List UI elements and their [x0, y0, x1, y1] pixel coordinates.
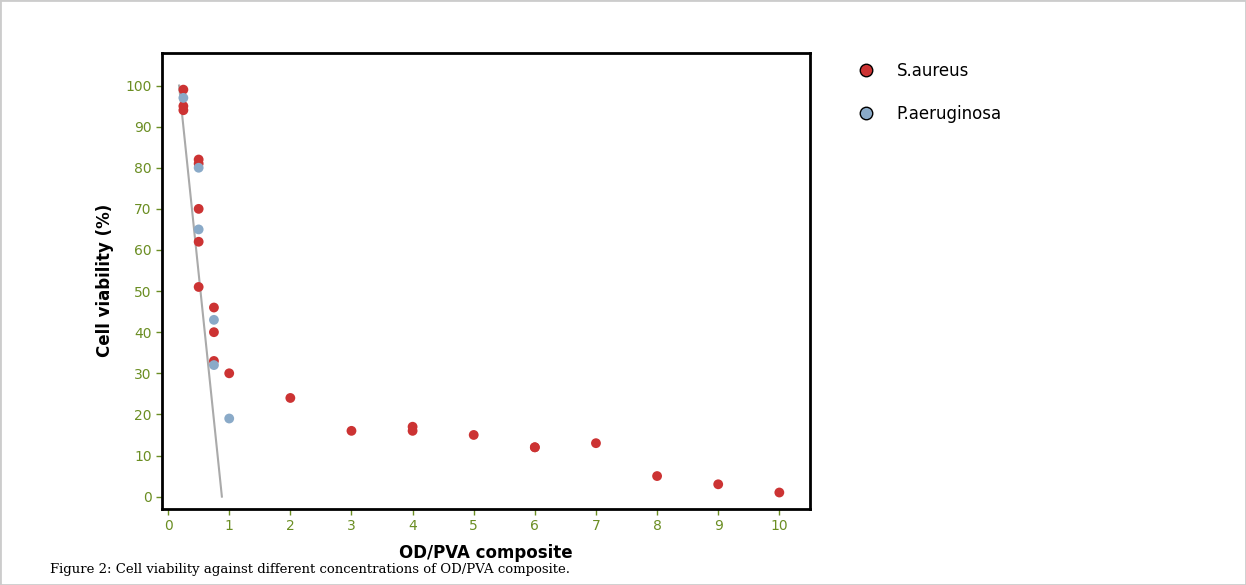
S.aureus	[173, 101, 193, 111]
P.aeruginosa	[204, 315, 224, 325]
S.aureus	[204, 356, 224, 366]
S.aureus	[219, 369, 239, 378]
S.aureus	[188, 283, 208, 292]
X-axis label: OD/PVA composite: OD/PVA composite	[399, 545, 573, 563]
S.aureus	[341, 426, 361, 435]
S.aureus	[188, 204, 208, 214]
P.aeruginosa	[204, 360, 224, 370]
S.aureus	[586, 439, 606, 448]
Y-axis label: Cell viability (%): Cell viability (%)	[96, 204, 115, 357]
S.aureus	[769, 488, 789, 497]
S.aureus	[525, 443, 545, 452]
S.aureus	[204, 303, 224, 312]
Legend: S.aureus, P.aeruginosa: S.aureus, P.aeruginosa	[844, 55, 1008, 129]
S.aureus	[280, 393, 300, 402]
P.aeruginosa	[188, 163, 208, 173]
S.aureus	[188, 159, 208, 168]
P.aeruginosa	[219, 414, 239, 423]
S.aureus	[188, 237, 208, 246]
S.aureus	[402, 426, 422, 435]
Text: Figure 2: Cell viability against different concentrations of OD/PVA composite.: Figure 2: Cell viability against differe…	[50, 563, 569, 576]
S.aureus	[204, 328, 224, 337]
S.aureus	[647, 472, 667, 481]
S.aureus	[525, 443, 545, 452]
S.aureus	[173, 105, 193, 115]
S.aureus	[173, 85, 193, 94]
S.aureus	[188, 155, 208, 164]
S.aureus	[464, 431, 483, 440]
P.aeruginosa	[188, 225, 208, 234]
S.aureus	[708, 480, 728, 489]
P.aeruginosa	[173, 93, 193, 102]
S.aureus	[402, 422, 422, 431]
